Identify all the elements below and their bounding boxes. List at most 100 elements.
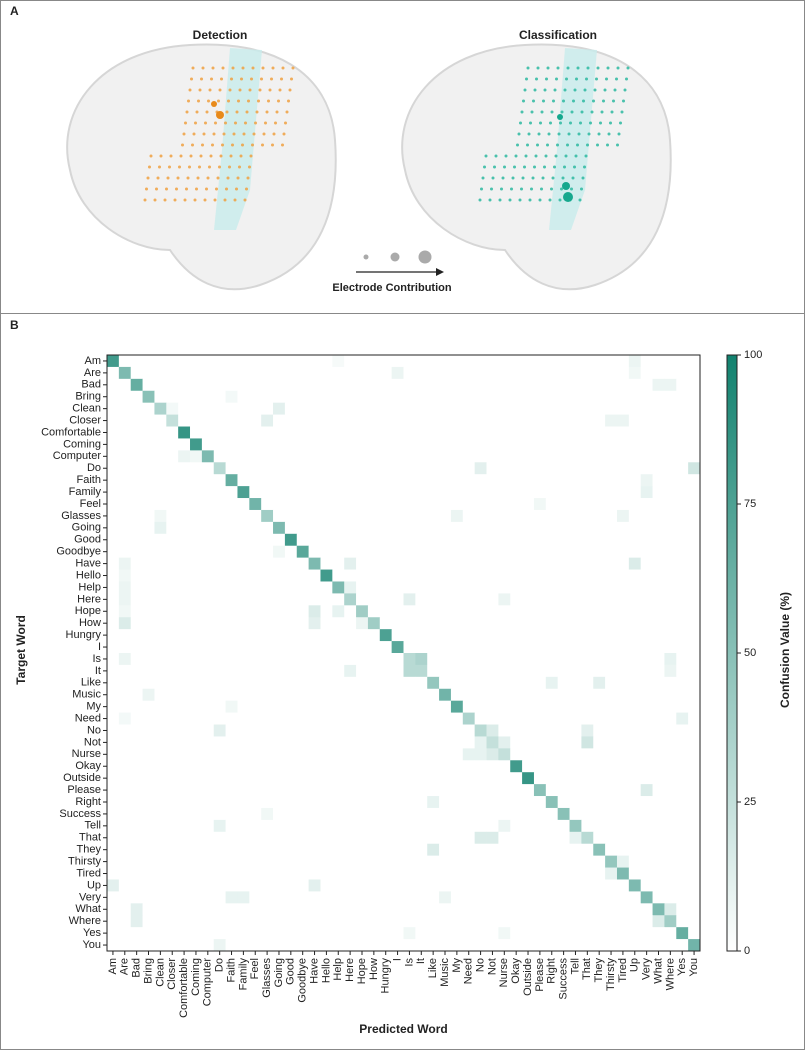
- heat-cell: [450, 688, 464, 701]
- heat-cell: [320, 617, 333, 630]
- heat-cell: [545, 736, 558, 749]
- heat-cell: [498, 593, 511, 606]
- heat-cell: [616, 772, 630, 785]
- heat-cell: [391, 366, 404, 380]
- heat-cell: [320, 653, 333, 666]
- heat-cell: [284, 521, 298, 535]
- heat-cell: [498, 903, 511, 916]
- heat-cell: [213, 939, 226, 952]
- heat-cell: [605, 378, 618, 392]
- heat-cell: [118, 474, 132, 487]
- heat-cell: [676, 653, 689, 666]
- electrode: [557, 132, 561, 136]
- heat-cell: [557, 474, 570, 487]
- heat-cell: [367, 843, 381, 856]
- electrode: [571, 176, 575, 180]
- heat-cell: [510, 402, 523, 415]
- electrode: [221, 143, 224, 147]
- heat-cell: [474, 390, 487, 403]
- heat-cell: [296, 366, 309, 380]
- heat-cell: [581, 772, 594, 785]
- heat-cell: [403, 366, 416, 380]
- heat-cell: [474, 772, 487, 785]
- heat-cell: [296, 819, 309, 833]
- heat-cell: [273, 569, 286, 582]
- heat-cell: [261, 903, 274, 916]
- heat-cell: [237, 807, 250, 821]
- electrode: [523, 88, 527, 92]
- heat-cell: [616, 629, 630, 642]
- electrode: [483, 165, 486, 169]
- heat-cell: [652, 426, 665, 439]
- electrode: [175, 187, 178, 191]
- heat-cell: [142, 498, 155, 511]
- electrode: [508, 198, 512, 202]
- heat-cell: [533, 378, 547, 392]
- heat-cell: [391, 378, 404, 392]
- electrode: [179, 154, 183, 158]
- heat-cell: [581, 760, 594, 773]
- heat-cell: [640, 390, 653, 403]
- heat-cell: [486, 462, 499, 475]
- heat-cell: [403, 855, 416, 868]
- heat-cell: [486, 903, 499, 916]
- heat-cell: [605, 867, 618, 880]
- heat-cell: [284, 533, 298, 547]
- heat-cell: [296, 569, 309, 582]
- heat-cell: [130, 664, 143, 678]
- heat-cell: [142, 462, 155, 475]
- heat-cell: [225, 521, 238, 535]
- heat-cell: [522, 402, 535, 415]
- heat-cell: [273, 366, 286, 380]
- heat-cell: [522, 581, 535, 594]
- heat-cell: [616, 414, 630, 427]
- electrode: [561, 176, 565, 180]
- electrode: [615, 77, 618, 81]
- heat-cell: [284, 819, 298, 833]
- heat-cell: [439, 569, 452, 582]
- heat-cell: [652, 700, 665, 713]
- heat-cell: [427, 402, 440, 415]
- heat-cell: [237, 629, 250, 642]
- heat-cell: [605, 557, 618, 570]
- heat-cell: [332, 498, 345, 511]
- electrode: [535, 77, 538, 81]
- heat-cell: [166, 593, 179, 606]
- heat-cell: [439, 712, 452, 725]
- heat-cell: [415, 748, 428, 761]
- heat-cell: [261, 664, 274, 678]
- heat-cell: [237, 557, 250, 570]
- heat-cell: [178, 831, 191, 845]
- heat-cell: [522, 807, 535, 821]
- electrode: [513, 165, 516, 169]
- heat-cell: [688, 355, 701, 368]
- heat-cell: [284, 712, 298, 725]
- heat-cell: [415, 450, 428, 463]
- heat-cell: [118, 927, 132, 940]
- heat-cell: [154, 676, 167, 690]
- heat-cell: [273, 509, 286, 523]
- heat-cell: [237, 748, 250, 761]
- heat-cell: [213, 891, 226, 904]
- heat-cell: [616, 390, 630, 403]
- heat-cell: [486, 819, 499, 833]
- heat-cell: [533, 891, 547, 904]
- heat-cell: [569, 796, 582, 809]
- heat-cell: [616, 545, 630, 558]
- heat-cell: [605, 676, 618, 690]
- heat-cell: [581, 700, 594, 713]
- heat-cell: [296, 390, 309, 403]
- heat-cell: [581, 784, 594, 797]
- heat-cell: [166, 438, 179, 451]
- heat-cell: [474, 676, 487, 690]
- heat-cell: [498, 867, 511, 880]
- heat-cell: [545, 891, 558, 904]
- heat-cell: [391, 605, 404, 618]
- electrode: [540, 187, 543, 191]
- heat-cell: [557, 605, 570, 618]
- heat-cell: [213, 474, 226, 487]
- heat-cell: [581, 593, 594, 606]
- heat-cell: [427, 593, 440, 606]
- heat-cell: [439, 450, 452, 463]
- heat-cell: [190, 414, 203, 427]
